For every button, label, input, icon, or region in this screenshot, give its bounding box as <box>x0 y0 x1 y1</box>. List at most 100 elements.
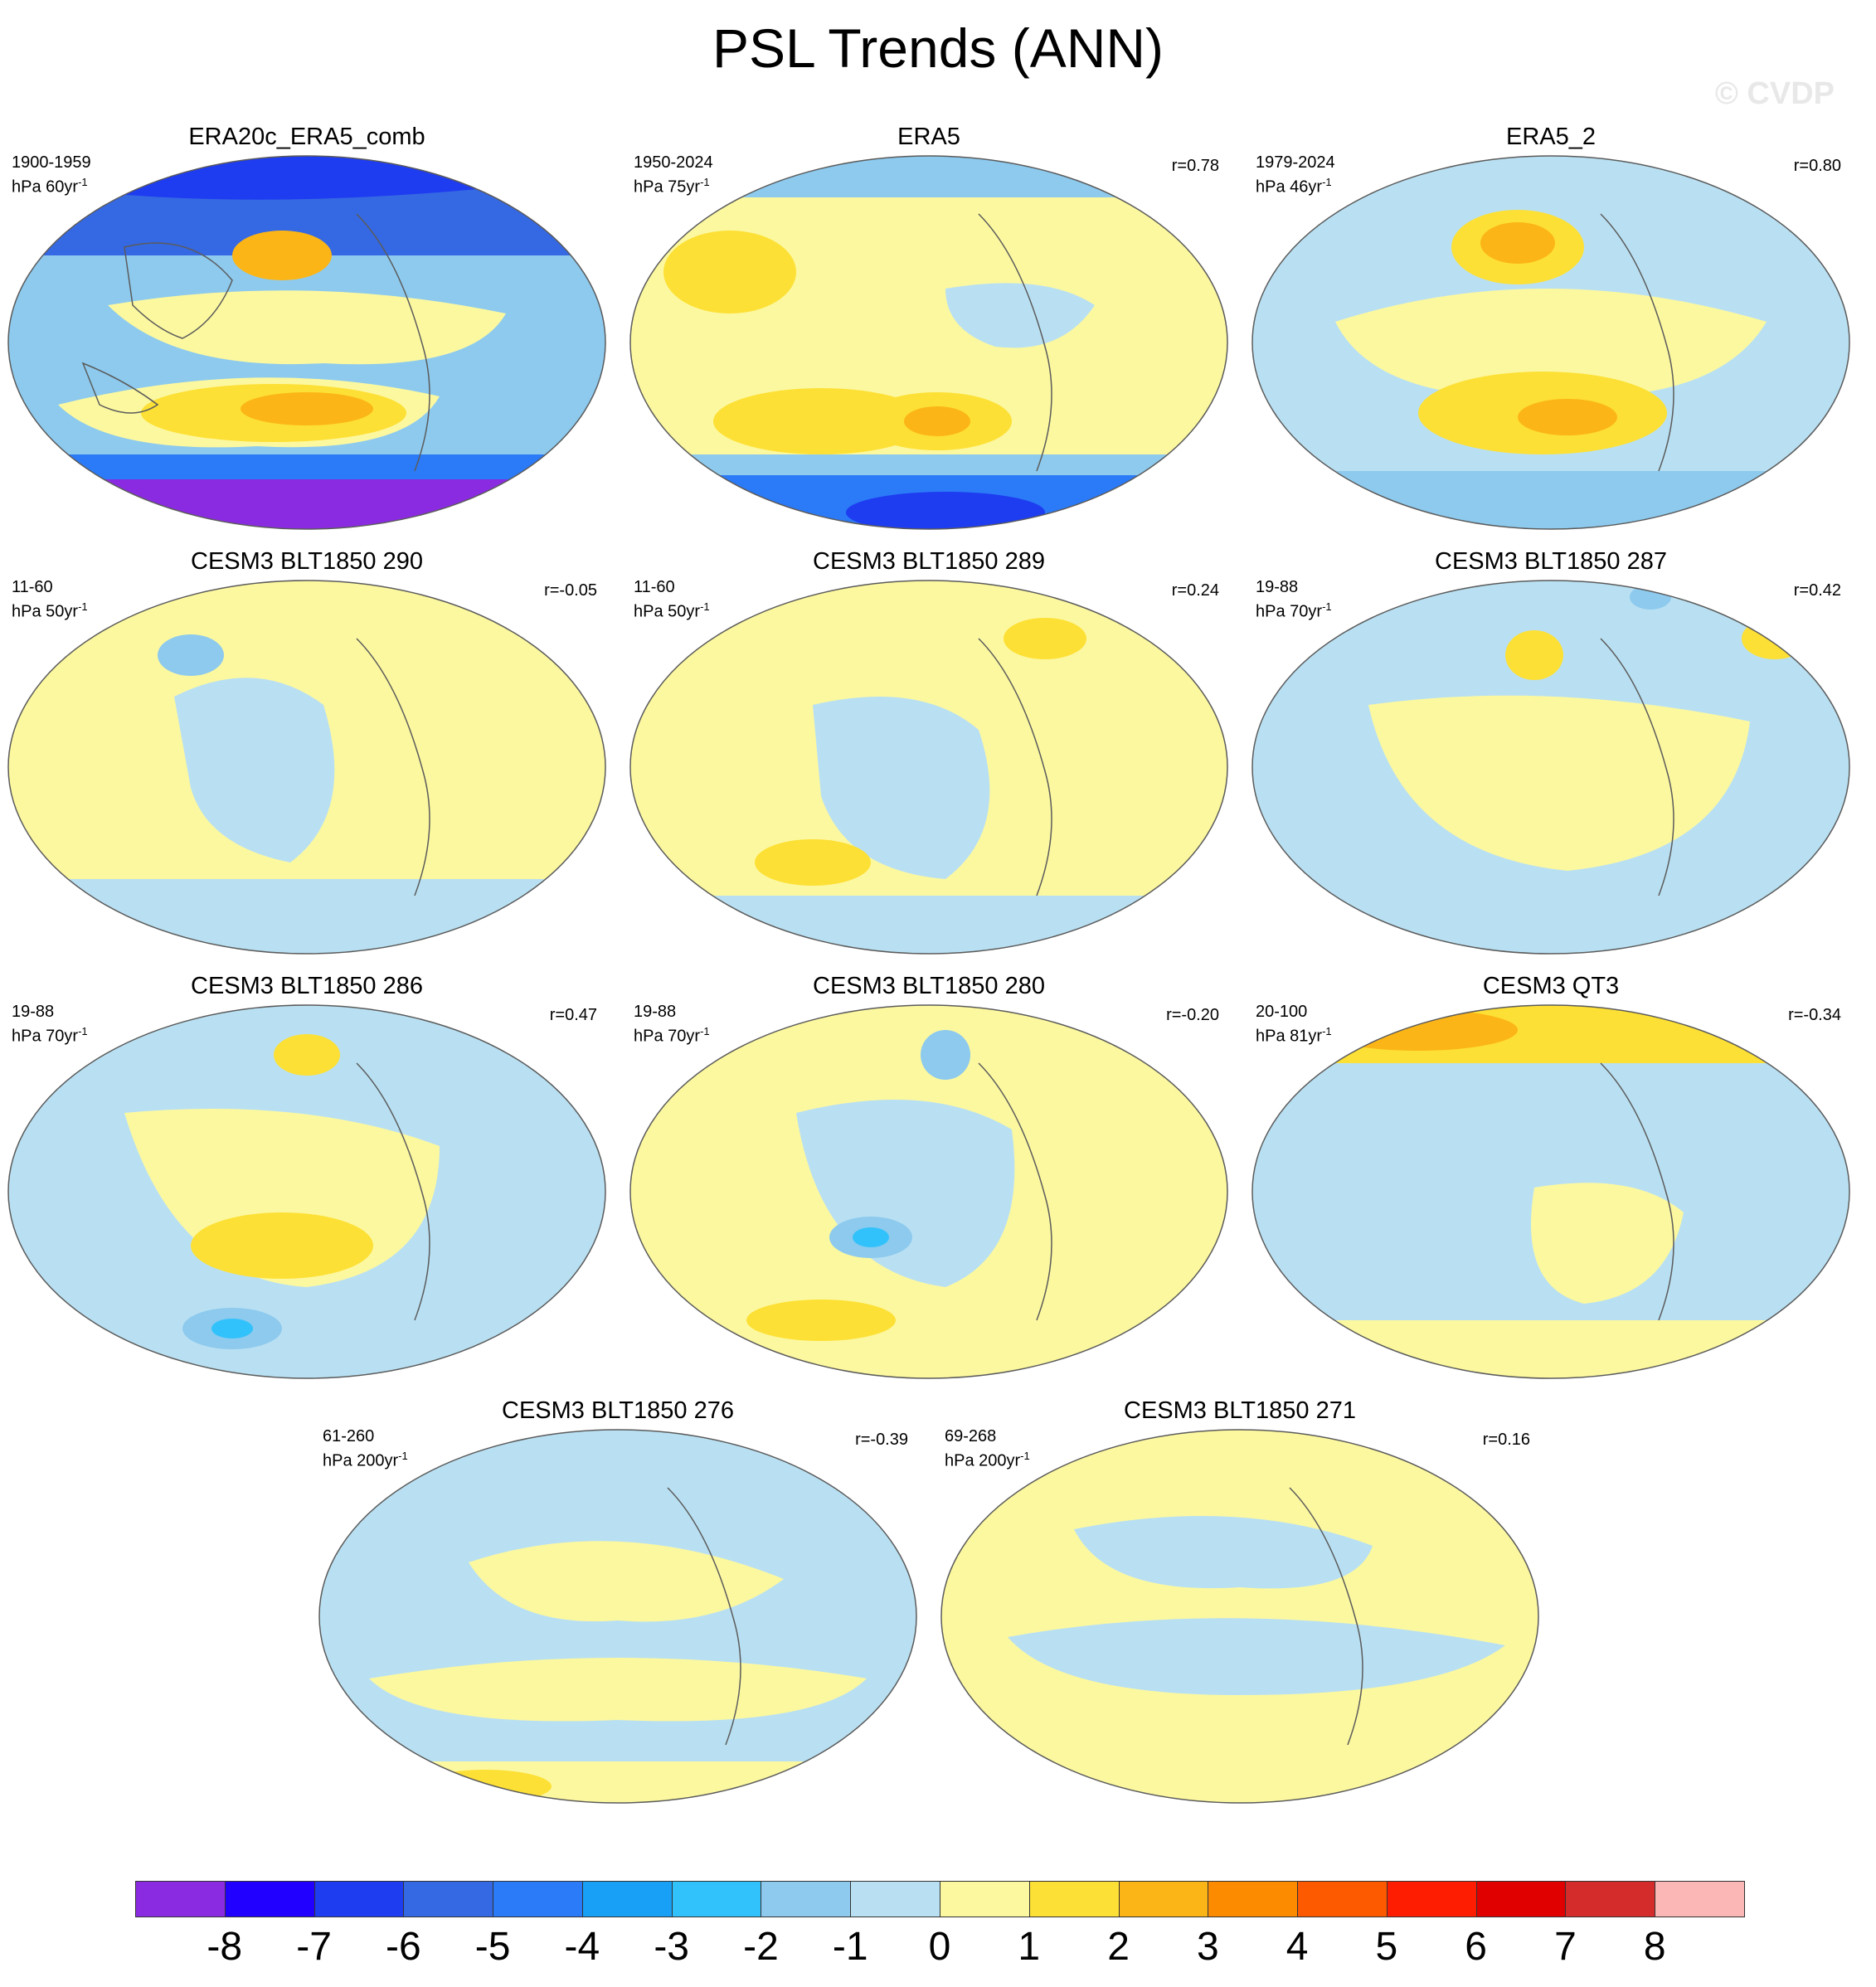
panel-title: CESM3 BLT1850 276 <box>502 1397 734 1424</box>
panel-units: hPa 70yr-1 <box>634 1025 710 1046</box>
world-map <box>7 580 606 955</box>
colorbar-swatch <box>1386 1881 1477 1917</box>
panel-units: hPa 75yr-1 <box>634 176 710 197</box>
panel-title: CESM3 BLT1850 289 <box>813 548 1045 575</box>
colorbar-swatch <box>224 1881 315 1917</box>
colorbar-tick-label: -7 <box>296 1925 332 1969</box>
panel-units: hPa 70yr-1 <box>1256 600 1332 621</box>
panel-period: 1950-2024 <box>634 153 713 172</box>
panel-units: hPa 50yr-1 <box>634 600 710 621</box>
panel-units: hPa 70yr-1 <box>12 1025 88 1046</box>
world-map <box>629 155 1228 530</box>
colorbar-tick-label: 6 <box>1465 1925 1487 1969</box>
colorbar-tick-label: 7 <box>1554 1925 1577 1969</box>
colorbar-swatch <box>1655 1881 1745 1917</box>
panel-correlation: r=-0.20 <box>1166 1006 1219 1024</box>
map-panel: CESM3 QT3 20-100 hPa 81yr-1 r=-0.34 <box>1244 972 1858 1379</box>
panel-period: 11-60 <box>634 578 675 596</box>
colorbar-tick-label: 4 <box>1285 1925 1309 1969</box>
colorbar-swatch <box>1028 1881 1120 1917</box>
colorbar-tick-label: 8 <box>1643 1925 1666 1969</box>
map-panel: CESM3 BLT1850 290 11-60 hPa 50yr-1 r=-0.… <box>0 547 614 955</box>
colorbar-tick-label: 1 <box>1018 1925 1041 1969</box>
world-map <box>940 1429 1539 1804</box>
map-panel: ERA20c_ERA5_comb 1900-1959 hPa 60yr-1 <box>0 123 614 530</box>
panel-correlation: r=0.80 <box>1793 157 1841 175</box>
panel-title: CESM3 BLT1850 286 <box>191 973 423 999</box>
map-panel: CESM3 BLT1850 287 19-88 hPa 70yr-1 r=0.4… <box>1244 547 1858 955</box>
panel-title: CESM3 BLT1850 280 <box>813 973 1045 999</box>
panel-units: hPa 50yr-1 <box>12 600 88 621</box>
panel-title: ERA5_2 <box>1505 124 1596 150</box>
world-map <box>629 580 1228 955</box>
colorbar-labels: -8 -7 -6 -5 -4 -3 -2 -1 0 1 2 3 4 5 6 7 8 <box>135 1924 1744 1974</box>
colorbar-swatch <box>493 1881 583 1917</box>
map-panel: CESM3 BLT1850 280 19-88 hPa 70yr-1 r=-0.… <box>622 972 1236 1379</box>
panel-correlation: r=-0.39 <box>855 1431 908 1449</box>
panel-period: 69-268 <box>945 1427 997 1445</box>
world-map <box>1251 1004 1850 1379</box>
colorbar-swatch <box>1565 1881 1656 1917</box>
colorbar-swatch <box>1297 1881 1388 1917</box>
colorbar-swatch <box>313 1881 405 1917</box>
colorbar-tick-label: -3 <box>654 1925 689 1969</box>
map-panel: ERA5_2 1979-2024 hPa 46yr-1 r=0.80 <box>1244 123 1858 530</box>
colorbar-swatch <box>671 1881 762 1917</box>
world-map <box>7 155 606 530</box>
world-map <box>1251 580 1850 955</box>
panel-period: 61-260 <box>323 1427 375 1445</box>
colorbar-swatch <box>135 1881 226 1917</box>
colorbar-swatch <box>1475 1881 1567 1917</box>
colorbar-tick-label: -8 <box>207 1925 243 1969</box>
panel-units: hPa 60yr-1 <box>12 176 88 197</box>
panel-period: 19-88 <box>12 1003 55 1021</box>
panel-correlation: r=0.47 <box>549 1006 597 1024</box>
world-map <box>7 1004 606 1379</box>
panel-units: hPa 200yr-1 <box>323 1450 408 1470</box>
panel-period: 11-60 <box>12 578 53 596</box>
panel-title: CESM3 QT3 <box>1482 973 1620 999</box>
panel-correlation: r=-0.05 <box>544 581 597 600</box>
panel-units: hPa 200yr-1 <box>945 1450 1030 1470</box>
panel-correlation: r=0.78 <box>1171 157 1219 175</box>
panel-correlation: r=-0.34 <box>1788 1006 1841 1024</box>
colorbar-tick-label: 2 <box>1107 1925 1130 1969</box>
colorbar <box>135 1881 1745 1919</box>
colorbar-swatch <box>581 1881 673 1917</box>
panel-title: ERA20c_ERA5_comb <box>188 124 425 150</box>
world-map <box>1251 155 1850 530</box>
panel-units: hPa 81yr-1 <box>1256 1025 1332 1046</box>
map-panel: CESM3 BLT1850 286 19-88 hPa 70yr-1 r=0.4… <box>0 972 614 1379</box>
panel-units: hPa 46yr-1 <box>1256 176 1332 197</box>
panel-period: 1900-1959 <box>12 153 91 172</box>
map-panel: ERA5 1950-2024 hPa 75yr-1 r=0.78 <box>622 123 1236 530</box>
panel-title: ERA5 <box>897 124 960 150</box>
figure-title: PSL Trends (ANN) <box>712 17 1164 79</box>
map-panel: CESM3 BLT1850 271 69-268 hPa 200yr-1 r=0… <box>933 1397 1547 1804</box>
colorbar-swatch <box>1208 1881 1299 1917</box>
map-panel: CESM3 BLT1850 289 11-60 hPa 50yr-1 r=0.2… <box>622 547 1236 955</box>
panel-period: 1979-2024 <box>1256 153 1335 172</box>
panel-period: 20-100 <box>1256 1003 1308 1021</box>
colorbar-tick-label: 5 <box>1375 1925 1398 1969</box>
colorbar-swatch <box>850 1881 940 1917</box>
panel-title: CESM3 BLT1850 287 <box>1435 548 1667 575</box>
colorbar-tick-label: -6 <box>385 1925 421 1969</box>
colorbar-swatch <box>403 1881 494 1917</box>
colorbar-tick-label: -5 <box>474 1925 511 1969</box>
colorbar-tick-label: 0 <box>928 1925 951 1969</box>
map-panel: CESM3 BLT1850 276 61-260 hPa 200yr-1 r=-… <box>311 1397 925 1804</box>
panel-title: CESM3 BLT1850 290 <box>191 548 423 575</box>
panel-title: CESM3 BLT1850 271 <box>1124 1397 1356 1424</box>
colorbar-swatch <box>940 1881 1030 1917</box>
panel-correlation: r=0.16 <box>1482 1431 1530 1449</box>
watermark: © CVDP <box>1714 76 1835 111</box>
colorbar-swatch <box>761 1881 852 1917</box>
panel-period: 19-88 <box>634 1003 677 1021</box>
colorbar-tick-label: -4 <box>564 1925 600 1969</box>
colorbar-tick-label: 3 <box>1196 1925 1219 1969</box>
world-map <box>318 1429 917 1804</box>
world-map <box>629 1004 1228 1379</box>
colorbar-tick-label: -1 <box>832 1925 868 1969</box>
